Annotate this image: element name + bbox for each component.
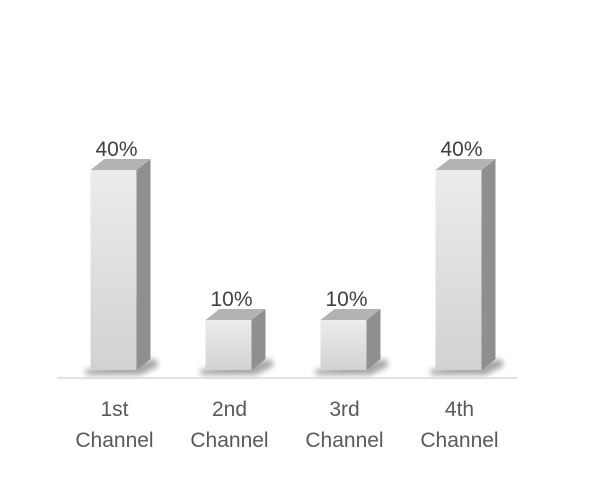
category-label: 1st — [100, 398, 128, 421]
bar — [205, 309, 266, 370]
category-label: 2nd — [212, 398, 247, 421]
data-label: 10% — [325, 288, 367, 311]
bar-top-face — [205, 309, 266, 320]
category-label: Channel — [420, 429, 498, 452]
bar-front-face — [320, 320, 367, 370]
data-label: 10% — [210, 288, 252, 311]
data-label: 40% — [440, 138, 482, 161]
bar-side-face — [136, 159, 151, 370]
category-label: Channel — [305, 429, 383, 452]
bar-side-face — [251, 309, 266, 370]
bar — [320, 309, 381, 370]
bar-top-face — [320, 309, 381, 320]
labels: 40% 1st Channel 10% 2nd Channel 10% 3rd Channel 4… — [75, 138, 498, 452]
category-label: 4th — [445, 398, 474, 421]
bar-top-face — [90, 159, 151, 170]
bar — [435, 159, 496, 370]
bar — [90, 159, 151, 370]
category-label: Channel — [75, 429, 153, 452]
bar-side-face — [366, 309, 381, 370]
data-label: 40% — [95, 138, 137, 161]
bar-side-face — [481, 159, 496, 370]
bar-front-face — [90, 170, 137, 370]
category-label: 3rd — [329, 398, 359, 421]
bar-top-face — [435, 159, 496, 170]
bar-front-face — [205, 320, 252, 370]
bars — [90, 159, 496, 370]
bar-front-face — [435, 170, 482, 370]
category-label: Channel — [190, 429, 268, 452]
